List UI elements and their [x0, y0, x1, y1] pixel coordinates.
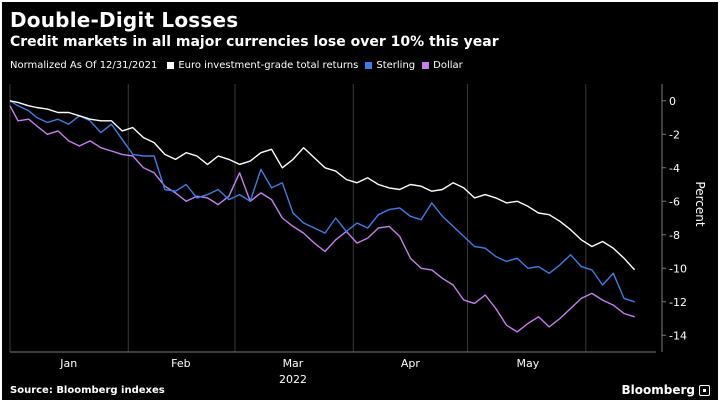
legend-swatch-euro — [167, 62, 175, 69]
x-tick-label: Apr — [401, 357, 421, 370]
brand-mark-icon: ▪ — [699, 384, 710, 396]
legend-label-sterling: Sterling — [376, 60, 416, 71]
legend-label-euro: Euro investment-grade total returns — [178, 60, 359, 71]
y-axis-title: Percent — [693, 181, 707, 226]
y-tick-label: -12 — [669, 296, 687, 309]
y-tick-label: -2 — [669, 128, 680, 141]
legend-swatch-sterling — [365, 62, 373, 69]
line-chart: 0 -2 -4 -6 -8 -10 -12 -14 Percent Jan Feb Mar Apr May… — [9, 84, 707, 386]
y-tick-label: -4 — [669, 162, 680, 175]
chart-card: Double-Digit Losses Credit markets in al… — [2, 2, 718, 400]
legend-item-dollar: Dollar — [422, 60, 463, 71]
series-line-sterling — [9, 100, 635, 303]
chart-subtitle: Credit markets in all major currencies l… — [10, 34, 499, 50]
x-tick-label: Jan — [59, 357, 77, 370]
legend-swatch-dollar — [422, 62, 430, 69]
y-tick-label: 0 — [669, 95, 676, 108]
y-tick-label: -14 — [669, 329, 687, 342]
brand-name: Bloomberg — [621, 383, 696, 397]
series-line-dollar — [9, 105, 635, 333]
x-axis-year-label: 2022 — [279, 373, 307, 386]
x-tick-label: May — [516, 357, 539, 370]
y-tick-label: -6 — [669, 195, 680, 208]
x-tick-label: Feb — [171, 357, 190, 370]
series-line-euro — [9, 100, 636, 271]
brand-logo: Bloomberg ▪ — [621, 383, 710, 397]
legend-item-euro: Euro investment-grade total returns — [167, 60, 358, 71]
normalization-note: Normalized As Of 12/31/2021 — [10, 60, 158, 71]
legend: Normalized As Of 12/31/2021 Euro investm… — [10, 60, 470, 71]
legend-item-sterling: Sterling — [365, 60, 415, 71]
source-note: Source: Bloomberg indexes — [10, 385, 165, 396]
y-tick-label: -10 — [669, 262, 687, 275]
chart-title: Double-Digit Losses — [10, 8, 239, 32]
y-tick-label: -8 — [669, 229, 680, 242]
legend-label-dollar: Dollar — [433, 60, 463, 71]
x-tick-label: Mar — [283, 357, 304, 370]
